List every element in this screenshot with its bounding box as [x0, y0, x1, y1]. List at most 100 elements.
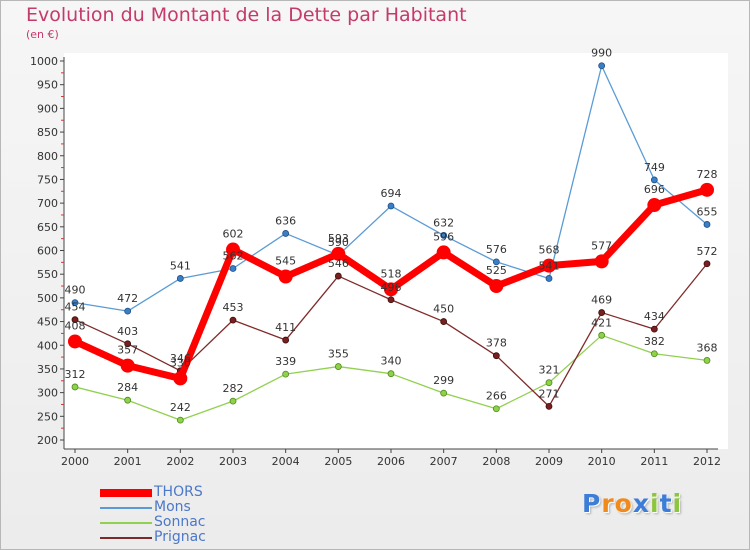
data-point-mons — [440, 231, 448, 239]
data-label-mons: 541 — [539, 259, 560, 272]
x-tick-label: 2010 — [588, 455, 616, 468]
data-label-sonnac: 321 — [539, 364, 560, 377]
data-label-sonnac: 368 — [697, 341, 718, 354]
y-tick-label: 350 — [37, 363, 58, 376]
data-point-prignac — [229, 316, 237, 324]
y-tick-label: 800 — [37, 150, 58, 163]
data-point-thors — [436, 245, 451, 260]
y-tick-label: 750 — [37, 173, 58, 186]
data-point-prignac — [124, 340, 132, 348]
data-point-sonnac — [545, 379, 553, 387]
data-label-sonnac: 242 — [170, 401, 191, 414]
data-label-mons: 632 — [433, 216, 454, 229]
data-point-thors — [173, 371, 188, 386]
data-point-thors — [331, 246, 346, 261]
data-label-thors: 602 — [223, 228, 244, 241]
data-label-prignac: 450 — [433, 303, 454, 316]
data-point-prignac — [334, 272, 342, 280]
y-tick-label: 950 — [37, 79, 58, 92]
data-point-mons — [598, 62, 606, 70]
data-point-prignac — [440, 318, 448, 325]
x-tick-label: 2009 — [535, 455, 563, 468]
data-point-mons — [650, 176, 658, 184]
data-label-prignac: 496 — [381, 281, 402, 294]
data-label-mons: 576 — [486, 243, 507, 256]
proxiti-logo: Proxiti — [582, 489, 682, 518]
y-tick-label: 400 — [37, 339, 58, 352]
data-label-prignac: 454 — [65, 301, 86, 314]
y-tick-label: 200 — [37, 434, 58, 447]
data-label-thors: 545 — [275, 255, 296, 268]
y-tick-label: 550 — [37, 268, 58, 281]
data-point-prignac — [598, 309, 606, 316]
x-tick-label: 2003 — [219, 455, 247, 468]
x-tick-label: 2011 — [640, 455, 668, 468]
data-label-sonnac: 421 — [591, 316, 612, 329]
logo-letter: x — [632, 489, 650, 518]
data-label-sonnac: 382 — [644, 335, 665, 348]
data-point-thors — [278, 269, 293, 284]
data-label-prignac: 546 — [328, 257, 349, 270]
data-point-mons — [282, 230, 290, 237]
data-label-mons: 472 — [117, 292, 138, 305]
data-label-mons: 694 — [381, 187, 402, 200]
data-label-thors: 696 — [644, 183, 665, 196]
data-point-sonnac — [334, 363, 342, 370]
data-label-sonnac: 340 — [381, 355, 402, 368]
data-point-sonnac — [229, 397, 237, 405]
data-label-mons: 990 — [591, 47, 612, 60]
x-tick-label: 2006 — [377, 455, 405, 468]
data-label-thors: 330 — [170, 356, 191, 369]
legend-label: Prignac — [154, 529, 206, 545]
data-label-mons: 490 — [65, 284, 86, 297]
plot-area — [64, 53, 728, 449]
y-tick-label: 500 — [37, 292, 58, 305]
data-label-prignac: 469 — [591, 294, 612, 307]
legend-swatch — [100, 488, 152, 497]
x-tick-label: 2008 — [482, 455, 510, 468]
chart-title: Evolution du Montant de la Dette par Hab… — [26, 4, 467, 26]
y-tick-label: 600 — [37, 245, 58, 258]
x-tick-label: 2004 — [272, 455, 300, 468]
data-point-sonnac — [440, 389, 448, 397]
x-tick-label: 2001 — [114, 455, 142, 468]
data-point-sonnac — [703, 357, 711, 364]
data-point-sonnac — [176, 416, 184, 424]
data-label-prignac: 346 — [170, 352, 191, 365]
legend-swatch — [100, 536, 152, 539]
data-point-mons — [176, 275, 184, 282]
data-point-prignac — [387, 296, 395, 304]
data-label-thors: 596 — [433, 230, 454, 243]
data-label-sonnac: 282 — [223, 382, 244, 395]
data-point-prignac — [492, 352, 500, 360]
y-tick-label: 1000 — [30, 55, 58, 68]
data-point-mons — [229, 265, 237, 272]
data-label-thors: 357 — [117, 344, 138, 357]
data-point-sonnac — [124, 396, 132, 404]
y-tick-label: 850 — [37, 126, 58, 139]
data-label-prignac: 572 — [697, 245, 718, 258]
data-label-thors: 408 — [65, 319, 86, 332]
data-point-thors — [594, 254, 609, 269]
data-point-thors — [120, 358, 135, 373]
data-label-mons: 655 — [697, 205, 718, 218]
data-point-sonnac — [650, 350, 658, 358]
data-label-prignac: 271 — [539, 387, 560, 400]
data-label-prignac: 434 — [644, 310, 665, 323]
x-tick-label: 2005 — [324, 455, 352, 468]
y-tick-label: 700 — [37, 197, 58, 210]
data-point-mons — [387, 202, 395, 210]
data-point-thors — [489, 279, 504, 294]
data-label-thors: 518 — [381, 267, 402, 280]
data-label-thors: 568 — [539, 244, 560, 257]
logo-letter: t — [659, 489, 673, 518]
data-label-prignac: 411 — [275, 321, 296, 334]
data-label-mons: 636 — [275, 214, 296, 227]
legend-label: Mons — [154, 499, 191, 515]
chart-unit-label: (en €) — [26, 28, 59, 41]
data-label-thors: 728 — [697, 168, 718, 181]
data-point-prignac — [282, 336, 290, 344]
legend-swatch — [100, 521, 152, 524]
data-label-thors: 525 — [486, 264, 507, 277]
